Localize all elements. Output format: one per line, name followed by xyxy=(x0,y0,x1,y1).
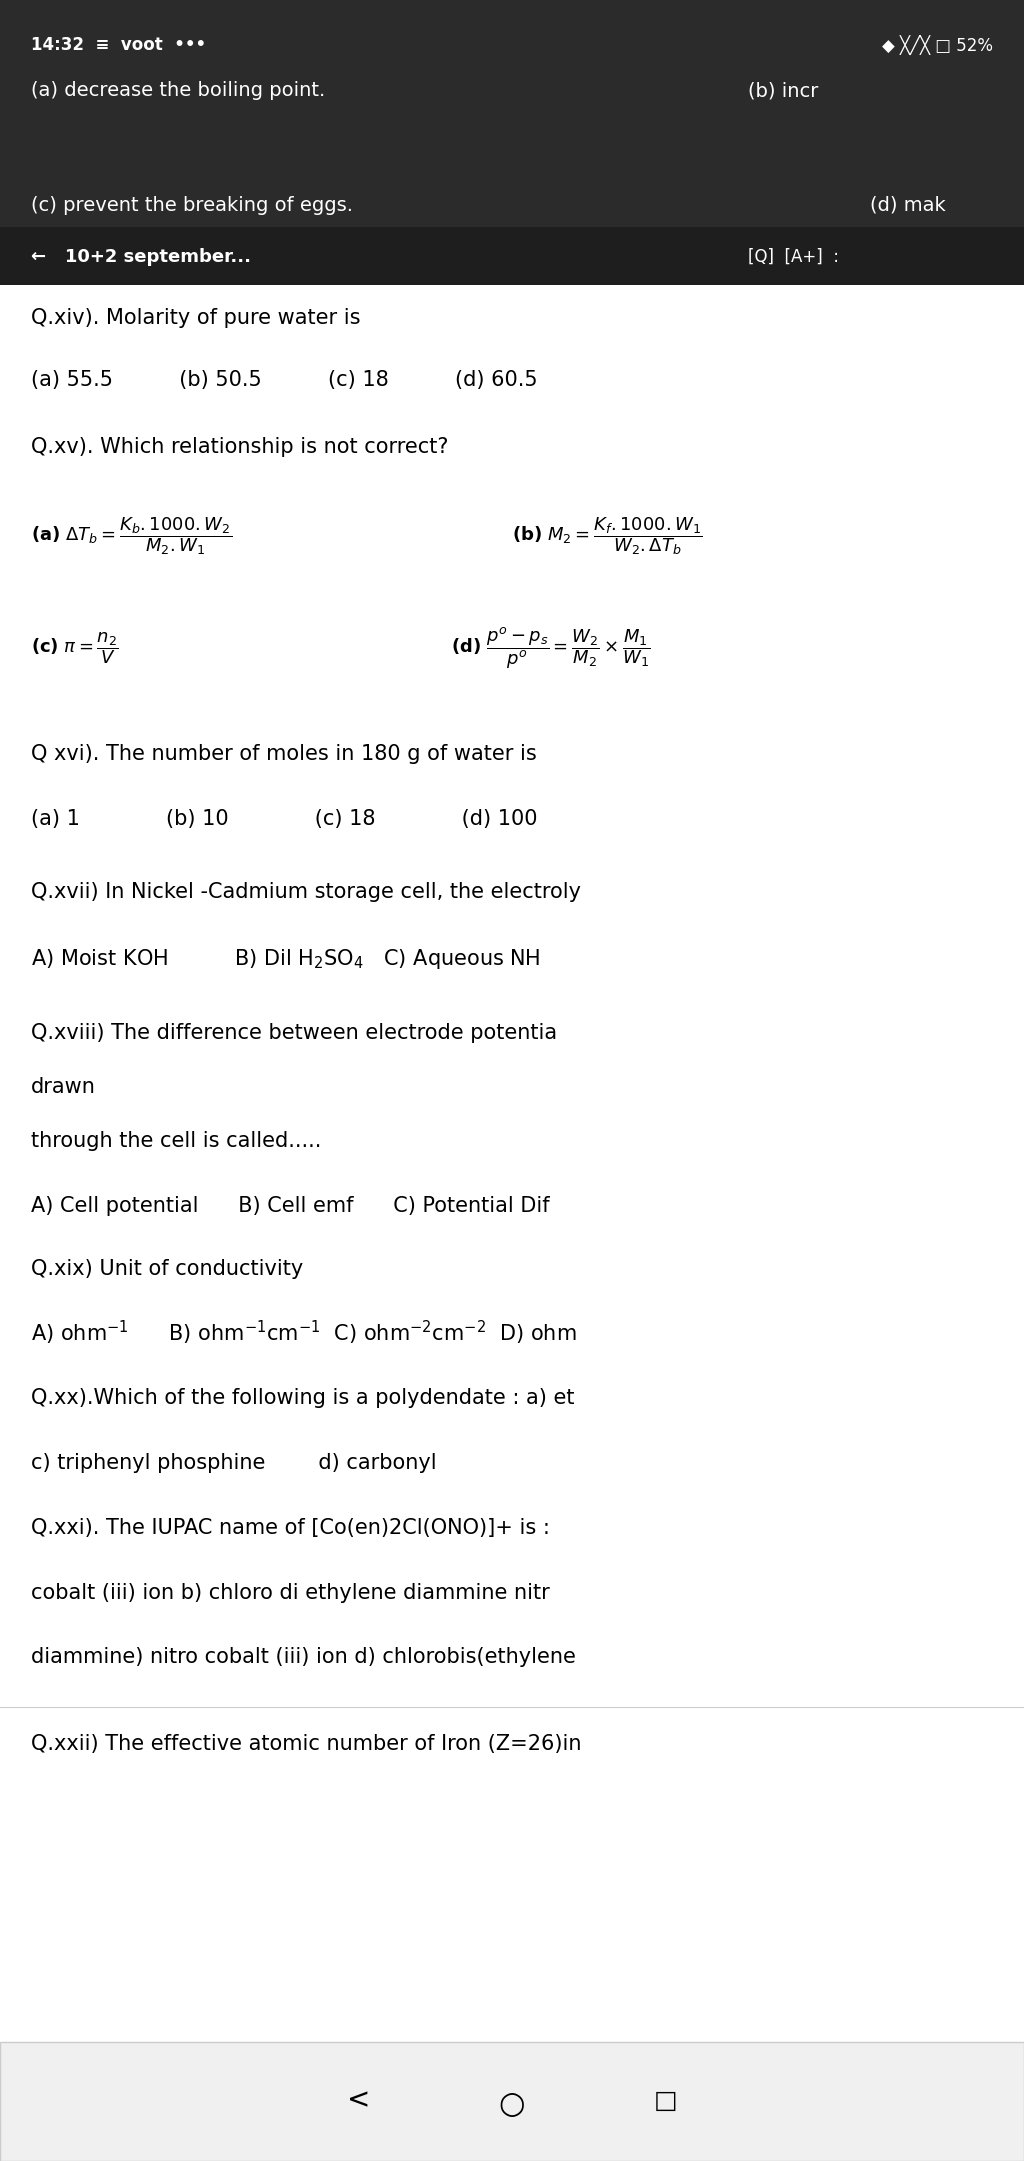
Text: Q.xviii) The difference between electrode potentia: Q.xviii) The difference between electrod… xyxy=(31,1022,557,1044)
Text: Q.xiv). Molarity of pure water is: Q.xiv). Molarity of pure water is xyxy=(31,307,360,328)
Text: Q xvi). The number of moles in 180 g of water is: Q xvi). The number of moles in 180 g of … xyxy=(31,743,537,765)
Text: 14:32  ≡  voot  •••: 14:32 ≡ voot ••• xyxy=(31,37,206,54)
Text: Q.xxii) The effective atomic number of Iron (Z=26)in: Q.xxii) The effective atomic number of I… xyxy=(31,1733,582,1755)
FancyBboxPatch shape xyxy=(0,227,1024,285)
Text: (b) incr: (b) incr xyxy=(748,82,818,99)
FancyBboxPatch shape xyxy=(0,285,1024,2161)
Text: through the cell is called.....: through the cell is called..... xyxy=(31,1130,322,1152)
Text: □: □ xyxy=(653,2088,678,2113)
FancyBboxPatch shape xyxy=(0,0,1024,285)
Text: $\mathbf{(d)}\ \dfrac{p^o - p_s}{p^o} = \dfrac{W_2}{M_2} \times \dfrac{M_1}{W_1}: $\mathbf{(d)}\ \dfrac{p^o - p_s}{p^o} = … xyxy=(451,625,650,672)
Text: ◆ ╳╱╳ □ 52%: ◆ ╳╱╳ □ 52% xyxy=(883,35,993,56)
Text: $\mathbf{(b)}\ M_2 = \dfrac{K_f.1000.W_1}{W_2.\Delta T_b}$: $\mathbf{(b)}\ M_2 = \dfrac{K_f.1000.W_1… xyxy=(512,514,702,558)
FancyBboxPatch shape xyxy=(0,2042,1024,2161)
Text: Q.xix) Unit of conductivity: Q.xix) Unit of conductivity xyxy=(31,1258,303,1279)
Text: Q.xxi). The IUPAC name of [Co(en)2Cl(ONO)]+ is :: Q.xxi). The IUPAC name of [Co(en)2Cl(ONO… xyxy=(31,1517,550,1539)
Text: drawn: drawn xyxy=(31,1076,95,1098)
Text: $\mathbf{(c)}\ \pi = \dfrac{n_2}{V}$: $\mathbf{(c)}\ \pi = \dfrac{n_2}{V}$ xyxy=(31,631,119,666)
Text: A) Moist KOH          B) Dil H$_2$SO$_4$   C) Aqueous NH: A) Moist KOH B) Dil H$_2$SO$_4$ C) Aqueo… xyxy=(31,947,540,972)
Text: A) Cell potential      B) Cell emf      C) Potential Dif: A) Cell potential B) Cell emf C) Potenti… xyxy=(31,1195,549,1217)
Text: diammine) nitro cobalt (iii) ion d) chlorobis(ethylene: diammine) nitro cobalt (iii) ion d) chlo… xyxy=(31,1647,575,1668)
Text: Q.xx).Which of the following is a polydendate : a) et: Q.xx).Which of the following is a polyde… xyxy=(31,1387,574,1409)
Text: (a) decrease the boiling point.: (a) decrease the boiling point. xyxy=(31,82,325,99)
Text: cobalt (iii) ion b) chloro di ethylene diammine nitr: cobalt (iii) ion b) chloro di ethylene d… xyxy=(31,1582,550,1603)
Text: $\mathbf{(a)}\ \Delta T_b = \dfrac{K_b.1000.W_2}{M_2.W_1}$: $\mathbf{(a)}\ \Delta T_b = \dfrac{K_b.1… xyxy=(31,514,232,558)
Text: A) ohm$^{-1}$      B) ohm$^{-1}$cm$^{-1}$  C) ohm$^{-2}$cm$^{-2}$  D) ohm: A) ohm$^{-1}$ B) ohm$^{-1}$cm$^{-1}$ C) … xyxy=(31,1318,577,1348)
Text: (a) 55.5          (b) 50.5          (c) 18          (d) 60.5: (a) 55.5 (b) 50.5 (c) 18 (d) 60.5 xyxy=(31,370,538,391)
Text: <: < xyxy=(347,2088,370,2113)
Text: (c) prevent the breaking of eggs.: (c) prevent the breaking of eggs. xyxy=(31,197,352,214)
Text: ○: ○ xyxy=(499,2090,525,2120)
Text: c) triphenyl phosphine        d) carbonyl: c) triphenyl phosphine d) carbonyl xyxy=(31,1452,436,1474)
Text: (d) mak: (d) mak xyxy=(870,197,946,214)
Text: Q.xv). Which relationship is not correct?: Q.xv). Which relationship is not correct… xyxy=(31,437,449,458)
Text: ←   10+2 september...: ← 10+2 september... xyxy=(31,249,251,266)
Text: [Q]  [A+]  :: [Q] [A+] : xyxy=(748,249,839,266)
Text: (a) 1             (b) 10             (c) 18             (d) 100: (a) 1 (b) 10 (c) 18 (d) 100 xyxy=(31,808,538,830)
Text: Q.xvii) In Nickel -Cadmium storage cell, the electroly: Q.xvii) In Nickel -Cadmium storage cell,… xyxy=(31,882,581,903)
